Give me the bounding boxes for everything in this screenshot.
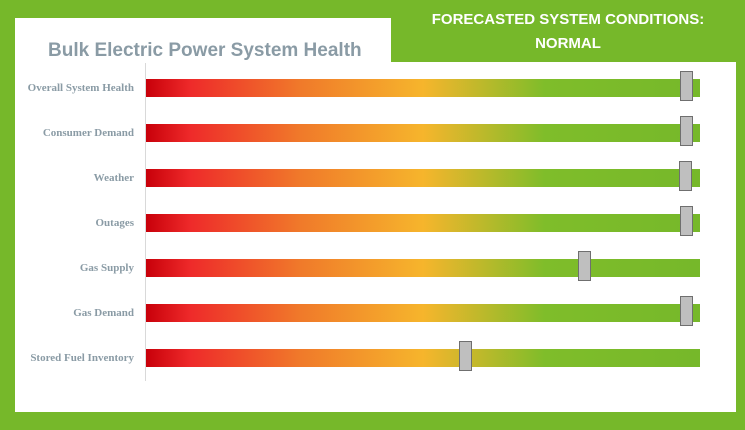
indicator-slider-handle[interactable]	[680, 71, 694, 101]
forecast-banner: FORECASTED SYSTEM CONDITIONS: NORMAL	[391, 0, 745, 62]
indicator-slider-handle[interactable]	[577, 251, 591, 281]
indicator-gradient-bar	[146, 71, 700, 101]
indicator-slider-handle[interactable]	[680, 296, 694, 326]
indicator-label: Consumer Demand	[42, 127, 134, 139]
forecast-banner-line1: FORECASTED SYSTEM CONDITIONS:	[431, 11, 705, 28]
indicator-gradient-bar	[146, 341, 700, 371]
indicator-slider-handle[interactable]	[680, 116, 694, 146]
indicator-label: Weather	[93, 172, 134, 184]
indicator-slider-handle[interactable]	[458, 341, 472, 371]
indicator-slider-handle[interactable]	[680, 206, 694, 236]
indicator-label: Overall System Health	[27, 82, 134, 94]
indicator-label: Stored Fuel Inventory	[30, 352, 134, 364]
indicator-label: Gas Supply	[79, 262, 134, 274]
forecast-status: NORMAL	[535, 35, 601, 52]
indicator-gradient-bar	[146, 296, 700, 326]
indicator-slider-handle[interactable]	[679, 161, 693, 191]
indicator-label: Gas Demand	[73, 307, 134, 319]
indicator-row-outages: Outages	[0, 206, 745, 236]
indicator-gradient-bar	[146, 251, 700, 281]
page-title: Bulk Electric Power System Health	[48, 40, 362, 61]
indicator-row-overall-system-health: Overall System Health	[0, 71, 745, 101]
indicator-gradient-bar	[146, 206, 700, 236]
indicator-row-weather: Weather	[0, 161, 745, 191]
indicator-row-gas-supply: Gas Supply	[0, 251, 745, 281]
indicator-row-gas-demand: Gas Demand	[0, 296, 745, 326]
indicator-gradient-bar	[146, 116, 700, 146]
indicator-label: Outages	[95, 217, 135, 229]
indicator-row-consumer-demand: Consumer Demand	[0, 116, 745, 146]
axis-divider	[145, 63, 146, 381]
indicator-gradient-bar	[146, 161, 700, 191]
indicator-row-stored-fuel-inventory: Stored Fuel Inventory	[0, 341, 745, 371]
